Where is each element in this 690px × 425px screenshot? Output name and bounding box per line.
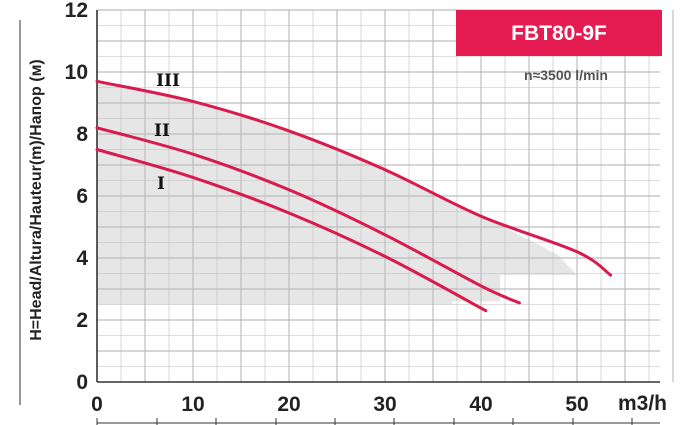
curve-label-ii: II [154, 121, 170, 141]
curve-label-i: I [157, 174, 165, 194]
speed-label: n≈3500 l/min [524, 67, 608, 83]
x-tick-label: 50 [565, 393, 588, 416]
title-badge [456, 10, 662, 56]
curve-label-iii: III [156, 71, 180, 91]
axes [19, 10, 660, 425]
y-tick-label: 12 [65, 0, 88, 22]
tick-labels: 0 10 20 30 40 50 0 2 4 6 8 10 12 [65, 0, 589, 416]
x-tick-label: 0 [91, 393, 103, 416]
x-tick-label: 20 [277, 393, 300, 416]
x-tick-label: 40 [469, 393, 492, 416]
x-unit-label: m3/h [618, 392, 667, 415]
grid [97, 9, 674, 382]
y-tick-label: 10 [65, 61, 88, 84]
curve-iii [95, 79, 613, 277]
y-tick-label: 6 [76, 185, 88, 208]
y-tick-label: 2 [76, 309, 88, 332]
x-tick-label: 10 [181, 393, 204, 416]
y-tick-label: 0 [76, 371, 88, 394]
y-tick-label: 4 [76, 247, 88, 270]
y-tick-label: 8 [76, 123, 88, 146]
chart-title: FBT80-9F [511, 22, 607, 45]
curve-ii [95, 126, 521, 305]
curve-i [95, 148, 488, 313]
y-axis-label: H=Head/Altura/Hauteur(m)/Напор (м) [28, 59, 45, 341]
x-tick-label: 30 [373, 393, 396, 416]
